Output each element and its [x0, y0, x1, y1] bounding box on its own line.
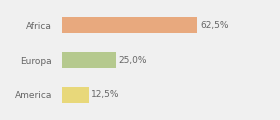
Text: 12,5%: 12,5% — [91, 90, 120, 99]
Text: 25,0%: 25,0% — [118, 55, 147, 65]
Text: 62,5%: 62,5% — [200, 21, 228, 30]
Bar — [62, 17, 197, 33]
Bar — [62, 52, 116, 68]
Bar — [62, 87, 89, 103]
